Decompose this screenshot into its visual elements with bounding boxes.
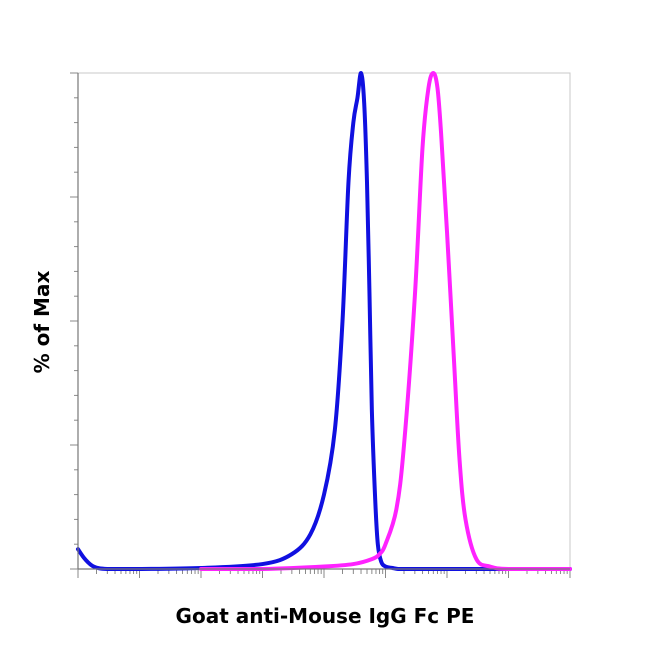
y-axis-ticks — [70, 72, 78, 570]
series-line-1 — [76, 70, 572, 571]
series-layer — [76, 70, 572, 571]
series-line-2 — [199, 71, 572, 571]
y-axis-title: % of Max — [30, 270, 54, 374]
x-axis-title: Goat anti-Mouse IgG Fc PE — [175, 604, 475, 628]
